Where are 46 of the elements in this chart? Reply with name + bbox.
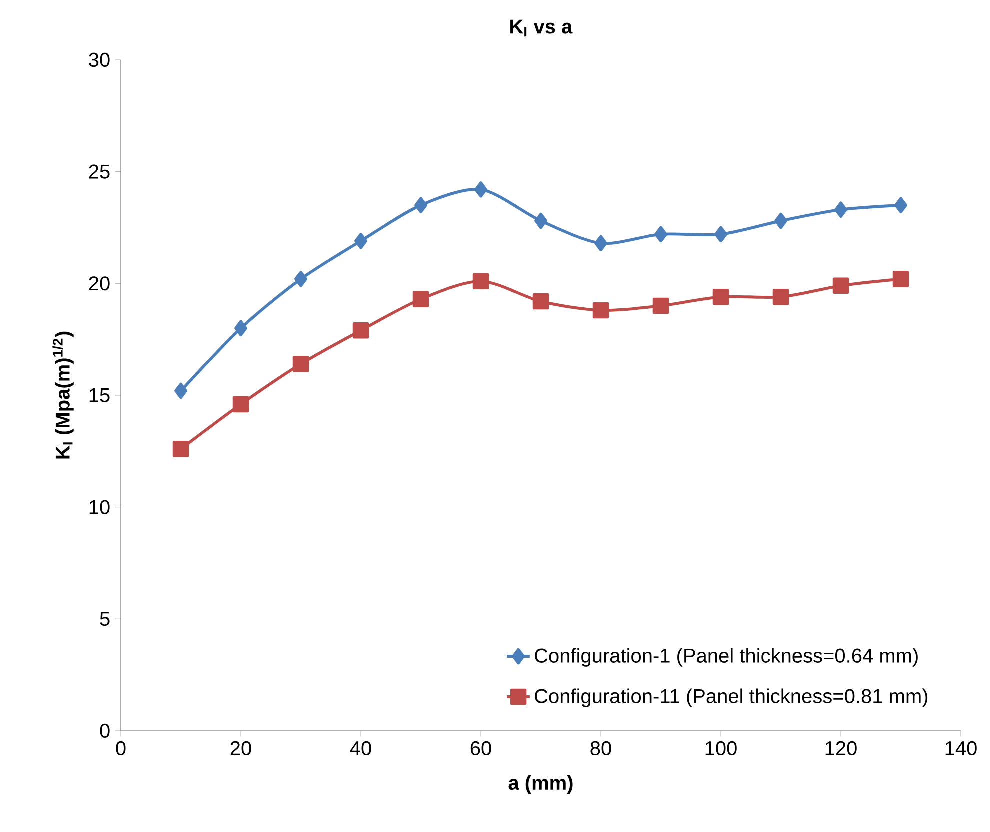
text: K$_{I}$ (Mpa(m)$^{1/2}$) <box>52 332 74 459</box>
point <box>172 441 190 458</box>
x-tick-label: 60 <box>470 741 492 756</box>
legend-label: Configuration-11 (Panel thickness=0.81 mm) <box>535 688 928 708</box>
point <box>292 356 310 372</box>
x-tick-label: 80 <box>590 741 612 756</box>
y-tick-label: 25 <box>89 164 110 179</box>
x-tick-label: 100 <box>706 741 737 756</box>
point <box>592 302 610 319</box>
x-tick-label: 40 <box>350 741 372 756</box>
point <box>652 298 670 314</box>
point <box>894 197 908 214</box>
x-tick-label: 0 <box>116 741 126 756</box>
point <box>352 322 370 339</box>
point <box>532 293 550 310</box>
x-tick-label: 120 <box>826 741 857 756</box>
point <box>654 226 668 243</box>
point <box>412 291 430 308</box>
y-tick-label: 0 <box>100 724 110 738</box>
legend-label: Configuration-1 (Panel thickness=0.64 mm) <box>535 648 918 667</box>
point <box>832 278 850 294</box>
chart-title: K$_{I}$ vs a <box>510 20 573 37</box>
point <box>472 273 490 290</box>
point <box>174 382 188 400</box>
point <box>772 288 790 306</box>
point <box>892 271 910 288</box>
y-tick-label: 20 <box>89 276 110 291</box>
y-tick-label: 30 <box>89 52 110 68</box>
point <box>534 212 548 230</box>
point <box>774 212 788 230</box>
point <box>712 288 730 306</box>
point <box>714 226 728 243</box>
point <box>234 320 248 337</box>
x-tick-label: 20 <box>230 741 252 756</box>
y-tick-label: 5 <box>100 612 110 626</box>
y-tick-label: 15 <box>90 388 110 402</box>
x-tick-label: 140 <box>946 741 977 756</box>
point <box>414 197 428 214</box>
point <box>232 396 250 413</box>
point <box>594 235 608 252</box>
point <box>294 271 308 288</box>
point <box>354 233 368 250</box>
x-axis-title: a (mm) <box>508 775 573 794</box>
y-tick-label: 10 <box>90 500 110 514</box>
point <box>474 182 488 198</box>
point <box>834 202 848 218</box>
